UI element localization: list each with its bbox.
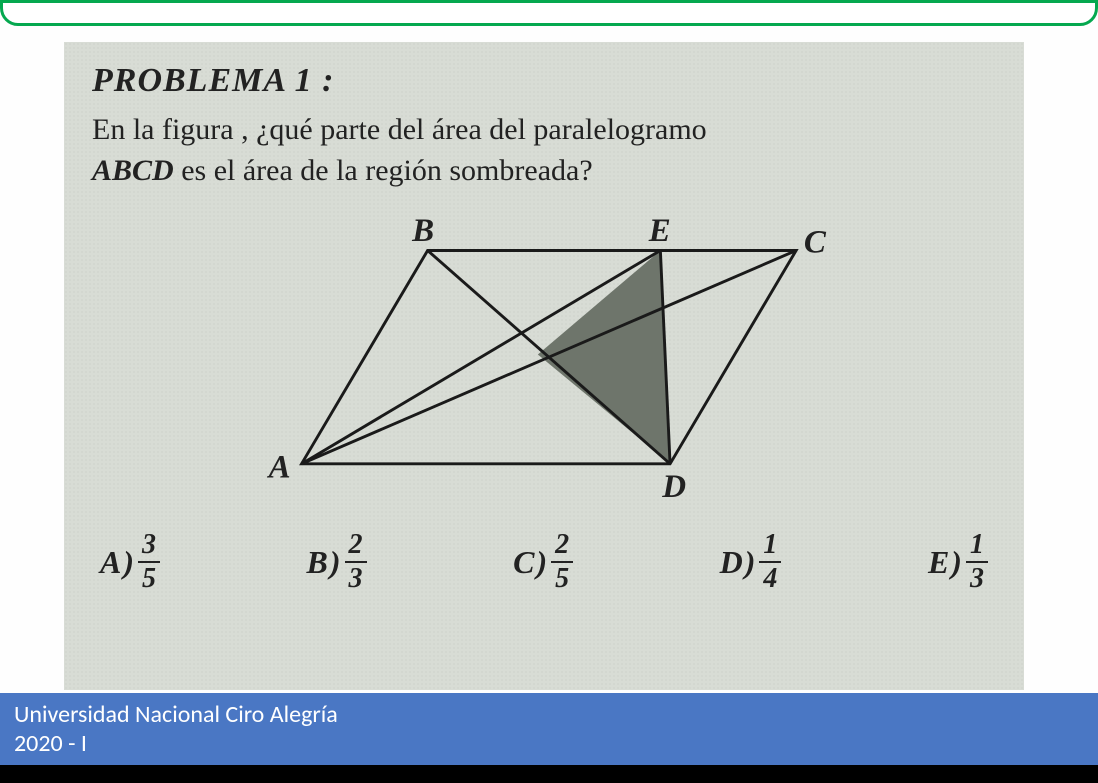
fraction: 3 5 [138,531,160,593]
answer-row: A) 3 5 B) 2 3 C) 2 5 [92,531,996,593]
figure-container: A B E C D [92,197,996,527]
option-letter: C [513,544,534,581]
parallelogram-diagram: A B E C D [224,197,864,527]
problem-title: PROBLEMA 1 : [92,62,996,100]
question-line2: es el área de la región sombreada? [174,154,593,187]
question-line1: En la figura , ¿qué parte del área del p… [92,113,707,146]
footer-line2: 2020 - I [14,729,1084,758]
fraction: 2 5 [551,531,573,593]
option-letter: B [307,544,328,581]
paren: ) [536,544,547,581]
paren: ) [330,544,341,581]
fraction: 1 3 [966,531,988,593]
footer-line1: Universidad Nacional Ciro Alegría [14,700,1084,729]
line-AC [302,250,797,463]
problem-question: En la figura , ¿qué parte del área del p… [92,110,996,191]
numerator: 1 [759,531,781,563]
numerator: 3 [138,531,160,563]
abcd-label: ABCD [92,154,174,187]
paren: ) [745,544,756,581]
numerator: 1 [966,531,988,563]
denominator: 4 [763,563,777,593]
label-A: A [267,449,291,485]
fraction: 2 3 [345,531,367,593]
option-A: A) 3 5 [100,531,160,593]
label-D: D [661,469,686,505]
option-letter: E [928,544,949,581]
label-B: B [411,213,434,249]
label-E: E [648,213,671,249]
option-C: C) 2 5 [513,531,573,593]
paren: ) [123,544,134,581]
denominator: 3 [970,563,984,593]
denominator: 5 [142,563,156,593]
option-letter: A [100,544,121,581]
bottom-black-strip [0,765,1098,783]
option-E: E) 1 3 [928,531,988,593]
footer-bar: Universidad Nacional Ciro Alegría 2020 -… [0,693,1098,765]
denominator: 3 [349,563,363,593]
denominator: 5 [555,563,569,593]
screenshot-frame: PROBLEMA 1 : En la figura , ¿qué parte d… [0,0,1098,783]
numerator: 2 [345,531,367,563]
problem-panel: PROBLEMA 1 : En la figura , ¿qué parte d… [64,42,1024,690]
option-D: D) 1 4 [720,531,782,593]
top-green-bar [0,0,1098,26]
label-C: C [804,224,827,260]
paren: ) [951,544,962,581]
option-B: B) 2 3 [307,531,367,593]
fraction: 1 4 [759,531,781,593]
option-letter: D [720,544,743,581]
numerator: 2 [551,531,573,563]
